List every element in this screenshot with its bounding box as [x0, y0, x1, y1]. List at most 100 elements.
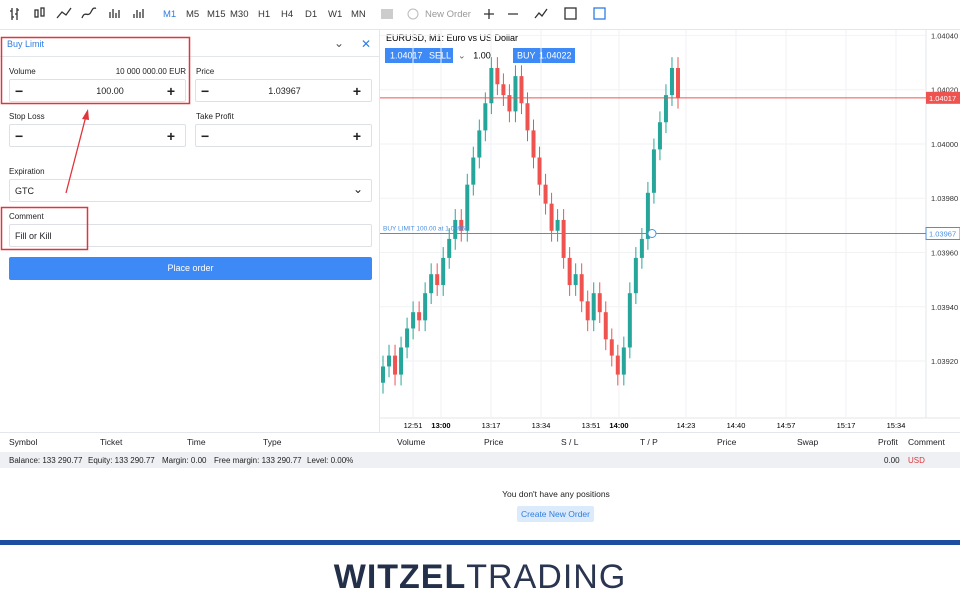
timeframe[interactable]: M5 — [186, 9, 200, 20]
price-tag — [926, 91, 960, 104]
expiration-select[interactable]: GTC ⌄ — [9, 179, 372, 202]
candle-body — [453, 219, 458, 239]
order-panel — [0, 30, 380, 432]
order-tag — [925, 226, 960, 240]
candle-body — [585, 301, 590, 321]
stop-loss-input[interactable]: − + — [9, 124, 186, 147]
x-tick-label: 13:17 — [482, 421, 501, 430]
y-tick-label: 1.04040 — [931, 31, 958, 40]
column-header: S / L — [561, 437, 579, 447]
candle-body — [381, 366, 385, 383]
new-order-button[interactable]: New Order — [425, 9, 471, 20]
create-order-button[interactable]: Create New Order — [517, 506, 594, 522]
ask-price[interactable]: 1.04022 — [539, 51, 572, 61]
brand-light: TRADING — [466, 558, 627, 596]
column-header: Profit — [878, 437, 898, 447]
timeframe[interactable]: MN — [351, 9, 366, 20]
positions-panel — [0, 432, 960, 541]
y-tick-label: 1.04000 — [931, 140, 958, 149]
candle-body — [525, 103, 530, 131]
candle-body — [483, 103, 488, 131]
y-tick-label: 1.04020 — [931, 86, 958, 95]
profit: 0.00 — [884, 456, 900, 465]
candle-body — [639, 238, 644, 258]
free-margin: Free margin: 133 290.77 — [214, 456, 302, 465]
sell-button[interactable]: SELL — [429, 51, 451, 61]
column-header: T / P — [640, 437, 658, 447]
candle-body — [429, 274, 434, 294]
candle-body — [657, 122, 662, 150]
contract-size: 10 000 000.00 EUR — [115, 67, 186, 76]
y-tick-label: 1.03920 — [931, 357, 958, 366]
column-header: Swap — [797, 437, 819, 447]
chart-title: EURUSD, M1: Euro vs US Dollar — [386, 33, 518, 43]
panel-title: Buy Limit — [7, 39, 45, 49]
candle-body — [423, 293, 428, 321]
take-profit-input[interactable]: − + — [195, 124, 372, 147]
label: Expiration — [9, 167, 45, 176]
candle-body — [411, 312, 416, 329]
candle-body — [459, 219, 464, 231]
y-tick-label: 1.03960 — [931, 248, 958, 257]
candle-body — [519, 76, 524, 104]
comment-input[interactable]: Fill or Kill — [9, 224, 372, 247]
column-header: Type — [263, 437, 282, 447]
candle-body — [531, 130, 536, 158]
y-tick-label: 1.03980 — [931, 194, 958, 203]
candle-body — [663, 95, 668, 123]
label: Price — [196, 67, 215, 76]
timeframe[interactable]: M30 — [230, 9, 249, 20]
candle-body — [447, 238, 452, 258]
toolbar — [0, 0, 960, 30]
candle-body — [537, 157, 542, 185]
bid-price[interactable]: 1.04017 — [390, 51, 423, 61]
x-tick-label: 13:34 — [532, 421, 551, 430]
toolbar-icons — [10, 7, 606, 20]
candle-body — [489, 67, 494, 104]
candle-body — [495, 67, 500, 85]
candle-body — [501, 84, 506, 96]
candle-body — [507, 95, 512, 112]
close-icon[interactable]: ✕ — [361, 37, 372, 51]
balance: Balance: 133 290.77 — [9, 456, 83, 465]
candle-body — [387, 355, 392, 367]
timeframe[interactable]: M1 — [163, 9, 177, 20]
x-tick-label: 12:51 — [404, 421, 423, 430]
column-header: Volume — [397, 437, 426, 447]
currency: USD — [908, 456, 925, 465]
price-input[interactable]: −1.03967 + — [195, 79, 372, 102]
column-header: Time — [187, 437, 206, 447]
candle-body — [603, 312, 608, 340]
timeframe[interactable]: W1 — [328, 9, 343, 20]
x-tick-label: 14:40 — [727, 421, 746, 430]
candle-body — [633, 257, 638, 294]
candle-body — [669, 67, 674, 96]
candle-body — [435, 274, 440, 286]
candle-body — [579, 274, 584, 302]
order-tag-label: 1.03967 — [929, 229, 956, 238]
candle-body — [555, 219, 560, 231]
candle-body — [591, 293, 596, 321]
candle-body — [651, 149, 656, 193]
candle-body — [609, 339, 614, 356]
collapse-icon[interactable]: ⌄ — [334, 36, 345, 50]
order-line-label: BUY LIMIT 100.00 at 1.03967 — [383, 225, 469, 232]
comment: Fill or Kill — [15, 231, 52, 241]
candle-body — [561, 219, 566, 258]
timeframe[interactable]: D1 — [305, 9, 318, 20]
candle-body — [399, 347, 404, 375]
timeframe[interactable]: M15 — [207, 9, 226, 20]
volume-input[interactable]: −100.00 + — [9, 79, 186, 102]
margin: Margin: 0.00 — [162, 456, 207, 465]
place-order-button[interactable]: Place order — [9, 257, 372, 280]
candle-body — [597, 293, 602, 313]
lot-down[interactable]: ⌄ — [458, 51, 466, 61]
lot-size[interactable]: 1.00 — [473, 51, 491, 61]
buy-button[interactable]: BUY — [517, 51, 536, 61]
timeframe[interactable]: H1 — [258, 9, 271, 20]
x-tick-label: 13:00 — [431, 421, 450, 430]
logo: WITZELTRADING — [0, 559, 960, 595]
x-tick-label: 15:17 — [837, 421, 856, 430]
timeframe[interactable]: H4 — [281, 9, 294, 20]
